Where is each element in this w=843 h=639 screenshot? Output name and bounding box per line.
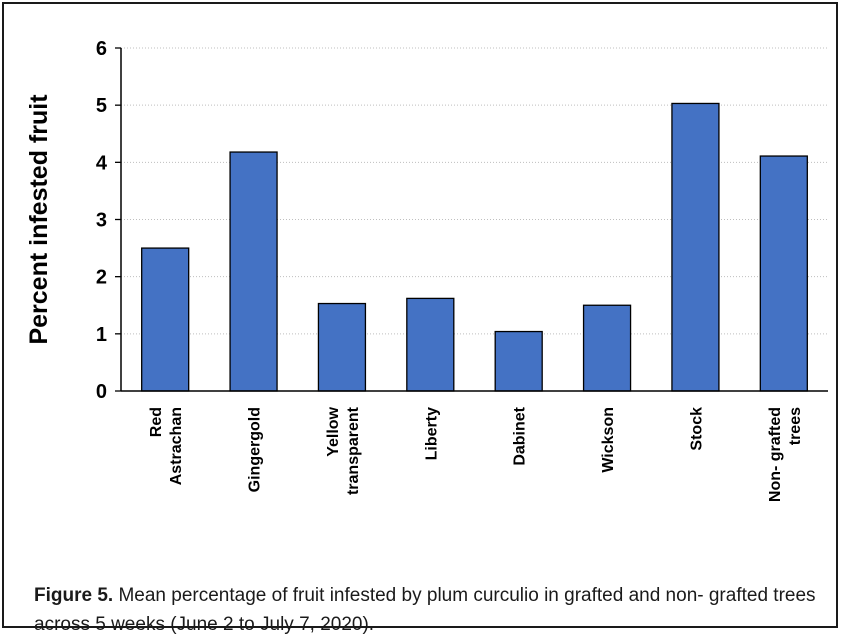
y-axis-title: Percent infested fruit <box>25 94 53 345</box>
y-tick-label: 4 <box>96 152 108 174</box>
figure-caption: Figure 5. Mean percentage of fruit infes… <box>34 581 824 639</box>
x-tick-label-line: transparent <box>345 406 362 495</box>
bar <box>317 302 367 392</box>
x-tick-label-line: Wickson <box>600 407 617 473</box>
bar <box>141 247 190 392</box>
gridlines <box>115 47 828 392</box>
x-tick-label: Red Astrachan <box>148 407 185 485</box>
bar-chart: 0 1 2 3 4 5 6 Red Astrachan Gingergold Yellow tran… <box>25 38 828 502</box>
x-tick-label-line: Yellow <box>325 406 342 456</box>
x-tick-label: Yellow transparent <box>325 406 362 495</box>
x-tick-label-line: Stock <box>688 407 705 451</box>
y-tick-label: 1 <box>96 324 107 346</box>
x-tick-label-line: Astrachan <box>168 407 185 485</box>
x-tick-label: Wickson <box>600 407 617 473</box>
bar <box>229 151 278 392</box>
x-tick-label: Gingergold <box>247 407 264 492</box>
bar <box>494 330 543 392</box>
y-tick-label: 2 <box>96 267 107 289</box>
x-tick-label-line: Red <box>148 407 165 437</box>
x-tick-label-line: Liberty <box>423 407 440 460</box>
x-tick-label-line: Gingergold <box>247 407 264 492</box>
bars <box>141 102 808 392</box>
y-tick-label: 5 <box>96 95 107 117</box>
y-tick-label: 0 <box>96 381 107 403</box>
y-tick-labels: 0 1 2 3 4 5 6 <box>96 38 108 403</box>
x-tick-label: Liberty <box>423 407 440 460</box>
caption-label: Figure 5. <box>34 585 114 606</box>
axes <box>120 48 828 392</box>
x-tick-label-line: Non- grafted <box>767 407 784 502</box>
x-tick-label-line: Dabinet <box>512 406 529 465</box>
x-tick-label: Non- grafted trees <box>767 407 804 502</box>
bar <box>759 155 808 392</box>
x-tick-label: Stock <box>688 407 705 451</box>
x-tick-label: Dabinet <box>512 406 529 465</box>
x-tick-label-line: trees <box>787 407 804 445</box>
y-tick-label: 6 <box>96 38 107 60</box>
y-tick-label: 3 <box>96 210 107 232</box>
x-tick-labels: Red Astrachan Gingergold Yellow transparent L… <box>148 406 804 502</box>
bar <box>406 297 455 392</box>
bar <box>671 102 720 392</box>
caption-text: Mean percentage of fruit infested by plu… <box>34 585 816 635</box>
bar <box>582 304 632 392</box>
